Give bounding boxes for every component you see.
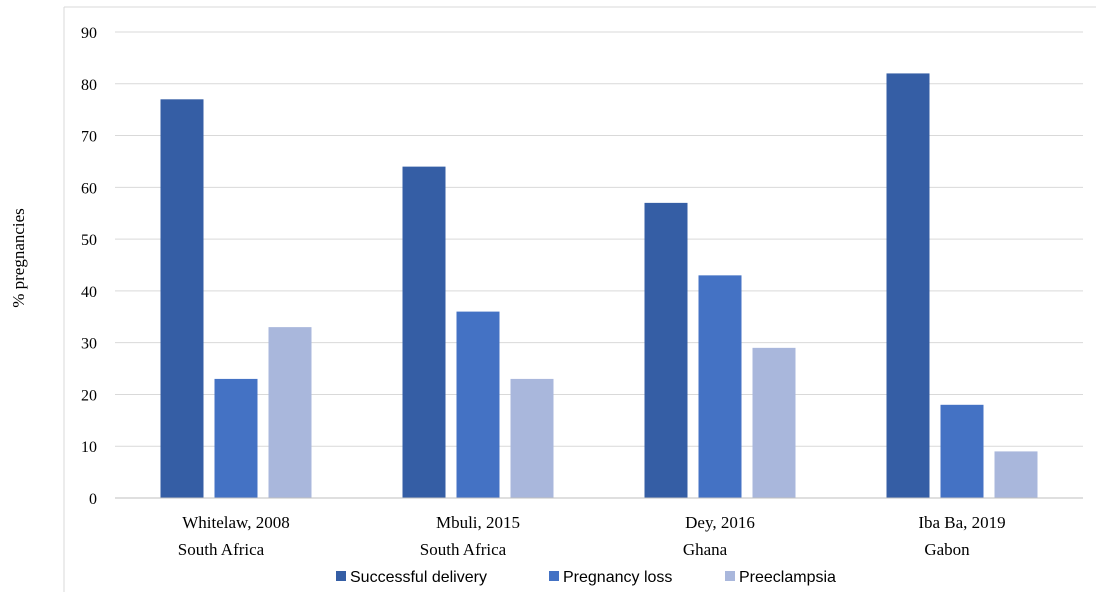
bar-pregnancy-loss bbox=[940, 404, 984, 498]
y-tick-label: 20 bbox=[81, 387, 97, 404]
bar-successful-delivery bbox=[160, 99, 204, 499]
y-tick-label: 90 bbox=[81, 25, 97, 42]
legend: Successful delivery Pregnancy loss Preecla… bbox=[336, 569, 836, 586]
bars bbox=[160, 73, 1038, 499]
x-axis-category-labels: Whitelaw, 2008 South Africa Mbuli, 2015 Sou… bbox=[178, 513, 1006, 559]
x-category-label: Whitelaw, 2008 bbox=[182, 513, 289, 532]
bar-preeclampsia bbox=[994, 451, 1038, 498]
x-category-sublabel: South Africa bbox=[420, 540, 507, 559]
x-category-sublabel: South Africa bbox=[178, 540, 265, 559]
legend-swatch bbox=[725, 571, 735, 581]
bar-pregnancy-loss bbox=[698, 275, 742, 498]
gridlines bbox=[115, 31, 1083, 447]
legend-swatch bbox=[549, 571, 559, 581]
legend-label: Pregnancy loss bbox=[563, 569, 672, 586]
legend-label: Successful delivery bbox=[350, 569, 487, 586]
y-tick-label: 40 bbox=[81, 284, 97, 301]
chart-frame bbox=[63, 6, 1096, 592]
y-tick-label: 70 bbox=[81, 129, 97, 146]
y-tick-label: 80 bbox=[81, 77, 97, 94]
bar-successful-delivery bbox=[644, 202, 688, 498]
bar-pregnancy-loss bbox=[456, 311, 500, 498]
x-category-sublabel: Ghana bbox=[683, 540, 728, 559]
bar-successful-delivery bbox=[886, 73, 930, 498]
y-tick-label: 10 bbox=[81, 439, 97, 456]
bar-pregnancy-loss bbox=[214, 378, 258, 498]
y-tick-label: 50 bbox=[81, 232, 97, 249]
y-tick-label: 60 bbox=[81, 180, 97, 197]
bar-preeclampsia bbox=[752, 347, 796, 498]
y-tick-label: 0 bbox=[89, 491, 97, 508]
legend-label: Preeclampsia bbox=[739, 569, 836, 586]
x-category-label: Mbuli, 2015 bbox=[436, 513, 520, 532]
bar-preeclampsia bbox=[510, 378, 554, 498]
x-category-label: Iba Ba, 2019 bbox=[918, 513, 1005, 532]
y-axis-ticks: 0 10 20 30 40 50 60 70 80 90 bbox=[81, 25, 97, 508]
x-category-label: Dey, 2016 bbox=[685, 513, 755, 532]
y-tick-label: 30 bbox=[81, 336, 97, 353]
bar-preeclampsia bbox=[268, 327, 312, 498]
bar-successful-delivery bbox=[402, 166, 446, 498]
y-axis-label: % pregnancies bbox=[9, 208, 28, 308]
legend-swatch bbox=[336, 571, 346, 581]
x-category-sublabel: Gabon bbox=[924, 540, 970, 559]
